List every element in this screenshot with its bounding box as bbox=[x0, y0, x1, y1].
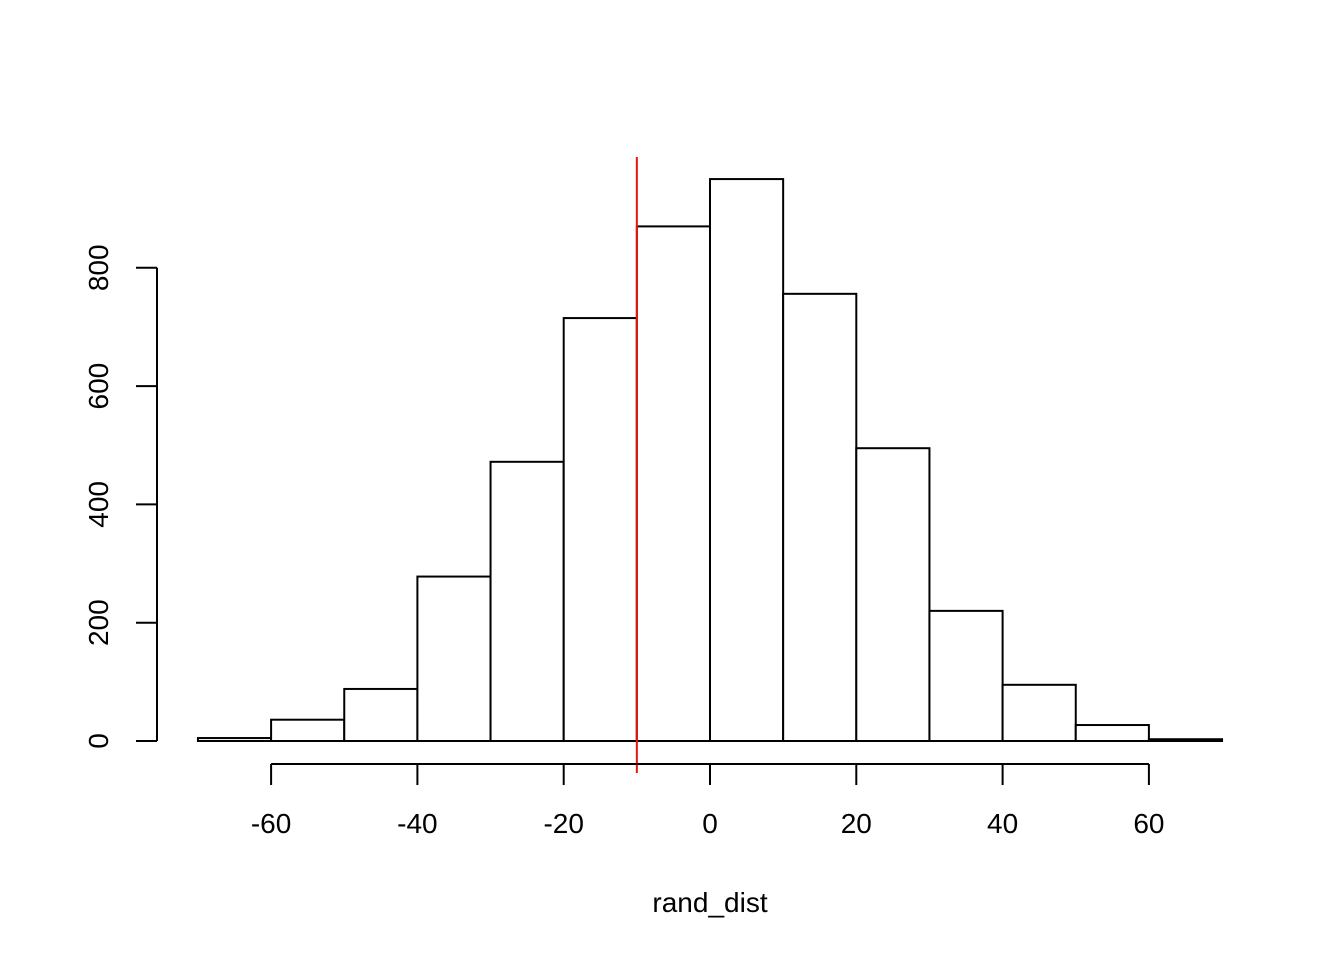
histogram-bar bbox=[855, 447, 931, 742]
x-axis-title: rand_dist bbox=[652, 887, 767, 918]
y-tick-label: 400 bbox=[83, 481, 114, 528]
histogram-bar bbox=[489, 460, 565, 742]
x-tick-label: 0 bbox=[702, 808, 718, 839]
histogram-bar bbox=[1074, 724, 1150, 742]
histogram-bar bbox=[196, 737, 273, 742]
x-tick-label: 40 bbox=[987, 808, 1018, 839]
x-tick-label: 60 bbox=[1133, 808, 1164, 839]
x-axis: -60 -40 -20 0 20 40 60 bbox=[251, 763, 1164, 839]
histogram-bar bbox=[782, 292, 858, 742]
histogram-bar bbox=[562, 317, 638, 742]
histogram-bar bbox=[270, 718, 346, 742]
y-axis: 0 200 400 600 800 bbox=[83, 244, 158, 749]
histogram-bar bbox=[635, 225, 711, 742]
histogram-bar bbox=[416, 575, 492, 742]
x-tick-label: -20 bbox=[543, 808, 583, 839]
histogram-bar bbox=[343, 687, 419, 742]
histogram-bar bbox=[1147, 738, 1224, 743]
bars-layer bbox=[196, 178, 1224, 743]
y-tick-label: 200 bbox=[83, 599, 114, 646]
y-tick-label: 600 bbox=[83, 363, 114, 410]
x-tick-label: 20 bbox=[841, 808, 872, 839]
y-tick-label: 0 bbox=[83, 733, 114, 749]
y-tick-label: 800 bbox=[83, 244, 114, 291]
histogram-bar bbox=[709, 178, 785, 742]
histogram-bar bbox=[928, 609, 1004, 742]
histogram-bar bbox=[1001, 683, 1077, 742]
x-tick-label: -60 bbox=[251, 808, 291, 839]
x-tick-label: -40 bbox=[397, 808, 437, 839]
